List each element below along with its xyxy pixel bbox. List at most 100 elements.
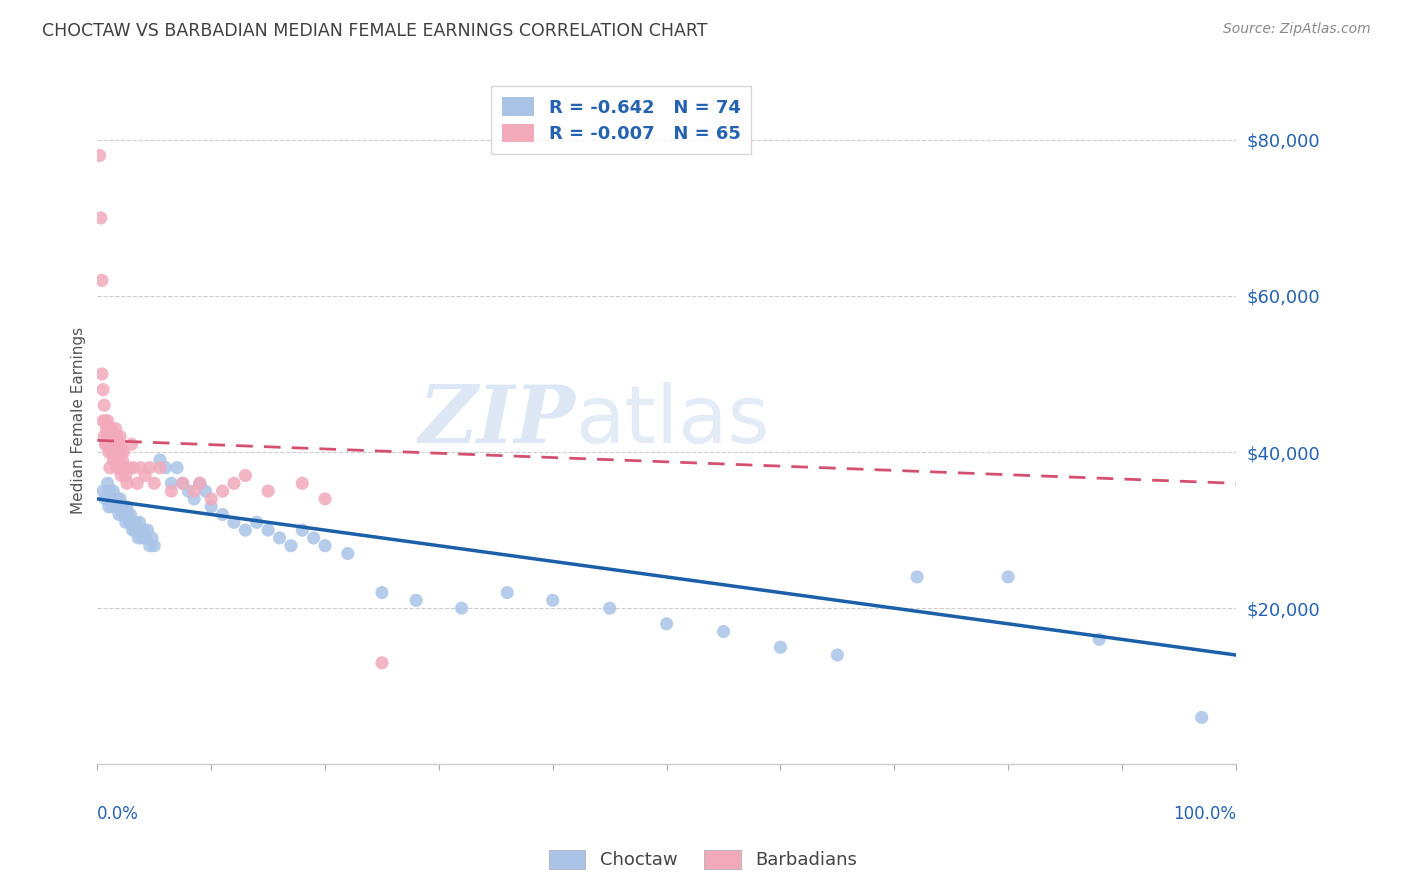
Point — [183, 491, 205, 506]
Point — [211, 508, 233, 522]
Point — [112, 445, 135, 459]
Point — [98, 429, 121, 443]
Point — [93, 429, 115, 443]
Point — [143, 476, 166, 491]
Point — [114, 468, 136, 483]
Point — [103, 453, 125, 467]
Point — [905, 570, 928, 584]
Point — [134, 531, 156, 545]
Point — [100, 437, 122, 451]
Point — [111, 508, 134, 522]
Point — [103, 445, 125, 459]
Point — [89, 148, 111, 162]
Point — [138, 460, 160, 475]
Point — [97, 500, 120, 514]
Point — [155, 460, 177, 475]
Point — [450, 601, 472, 615]
Point — [94, 437, 117, 451]
Text: CHOCTAW VS BARBADIAN MEDIAN FEMALE EARNINGS CORRELATION CHART: CHOCTAW VS BARBADIAN MEDIAN FEMALE EARNI… — [42, 22, 707, 40]
Point — [97, 476, 120, 491]
Point — [114, 516, 136, 530]
Point — [132, 523, 155, 537]
Point — [96, 422, 118, 436]
Point — [97, 414, 120, 428]
Point — [713, 624, 735, 639]
Point — [100, 491, 122, 506]
Point — [104, 437, 127, 451]
Point — [655, 616, 678, 631]
Point — [112, 500, 135, 514]
Point — [111, 460, 134, 475]
Point — [127, 523, 149, 537]
Point — [101, 445, 124, 459]
Legend: Choctaw, Barbadians: Choctaw, Barbadians — [540, 841, 866, 879]
Text: Source: ZipAtlas.com: Source: ZipAtlas.com — [1223, 22, 1371, 37]
Point — [129, 460, 152, 475]
Point — [114, 460, 136, 475]
Point — [105, 429, 128, 443]
Point — [131, 531, 153, 545]
Point — [91, 484, 114, 499]
Point — [121, 516, 143, 530]
Point — [314, 539, 336, 553]
Point — [115, 500, 138, 514]
Point — [115, 476, 138, 491]
Point — [222, 516, 245, 530]
Point — [141, 531, 163, 545]
Point — [122, 516, 145, 530]
Point — [188, 476, 211, 491]
Point — [314, 491, 336, 506]
Point — [91, 414, 114, 428]
Point — [125, 516, 148, 530]
Point — [599, 601, 621, 615]
Point — [110, 445, 132, 459]
Point — [149, 453, 172, 467]
Point — [107, 453, 129, 467]
Point — [149, 460, 172, 475]
Point — [103, 484, 125, 499]
Point — [257, 523, 280, 537]
Point — [118, 516, 141, 530]
Point — [128, 516, 150, 530]
Point — [108, 437, 131, 451]
Point — [280, 539, 302, 553]
Point — [183, 484, 205, 499]
Point — [188, 476, 211, 491]
Point — [97, 422, 120, 436]
Point — [105, 460, 128, 475]
Point — [541, 593, 564, 607]
Point — [97, 445, 120, 459]
Point — [177, 484, 200, 499]
Point — [291, 523, 314, 537]
Text: 0.0%: 0.0% — [97, 805, 139, 823]
Point — [110, 468, 132, 483]
Point — [1088, 632, 1111, 647]
Y-axis label: Median Female Earnings: Median Female Earnings — [72, 327, 86, 515]
Text: 100.0%: 100.0% — [1173, 805, 1236, 823]
Point — [336, 547, 359, 561]
Point — [160, 476, 183, 491]
Point — [101, 429, 124, 443]
Point — [90, 211, 112, 225]
Point — [302, 531, 325, 545]
Point — [121, 523, 143, 537]
Point — [100, 422, 122, 436]
Point — [134, 468, 156, 483]
Point — [103, 429, 125, 443]
Point — [124, 523, 146, 537]
Point — [94, 414, 117, 428]
Point — [246, 516, 269, 530]
Point — [371, 585, 394, 599]
Point — [200, 500, 222, 514]
Point — [166, 460, 188, 475]
Point — [93, 398, 115, 412]
Point — [108, 460, 131, 475]
Point — [104, 500, 127, 514]
Point — [769, 640, 792, 655]
Point — [107, 500, 129, 514]
Point — [110, 500, 132, 514]
Point — [496, 585, 519, 599]
Point — [101, 500, 124, 514]
Point — [405, 593, 427, 607]
Point — [172, 476, 194, 491]
